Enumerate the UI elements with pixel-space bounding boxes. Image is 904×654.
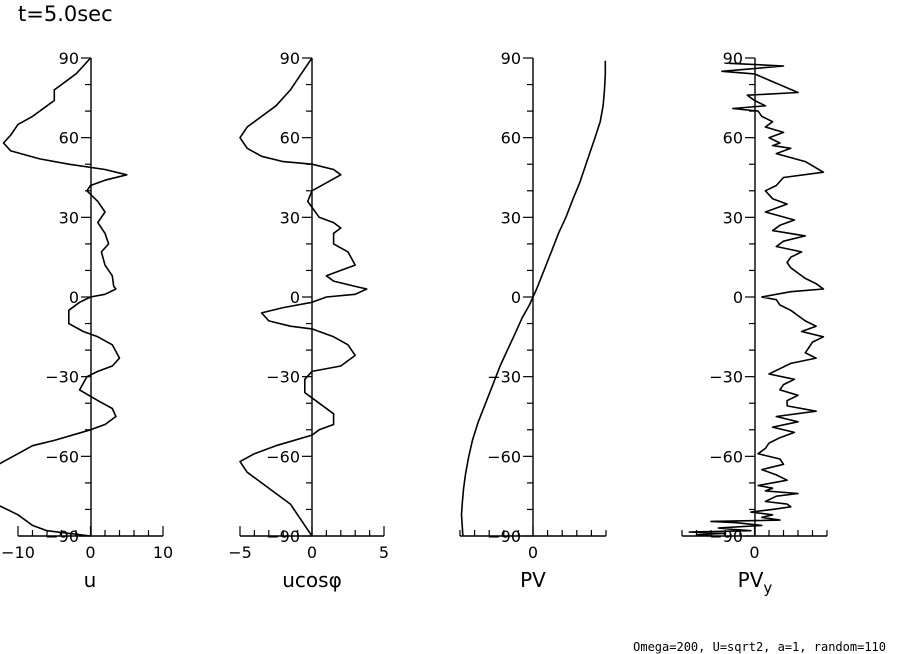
y-tick-label: −30 [487,368,521,387]
y-tick-label: −30 [45,368,79,387]
chart-title: t=5.0sec [18,2,113,26]
panel-u: 90 60 30 0 −30 −60 −90 −10 0 10 u [0,49,173,592]
x-axis-label: PV [520,568,546,592]
x-tick-label: 0 [749,543,759,562]
y-tick-label: −60 [709,447,743,466]
x-tick-label: 0 [528,543,538,562]
x-tick-label: −10 [1,543,35,562]
series-line-pvy [688,62,825,537]
y-tick-label: 30 [501,208,521,227]
y-tick-label: 0 [511,288,521,307]
y-tick-label: 0 [69,288,79,307]
y-tick-label: 60 [59,129,79,148]
panel-ucosphi: 90 60 30 0 −30 −60 −90 −5 0 5 ucosφ [228,49,389,592]
y-tick-label: 90 [723,49,743,68]
y-tick-label: 30 [59,208,79,227]
y-tick-label: −90 [266,527,300,546]
y-tick-label: −60 [266,447,300,466]
y-tick-label: −60 [45,447,79,466]
x-tick-label: 0 [85,543,95,562]
x-tick-label: 10 [153,543,173,562]
y-tick-label: −30 [709,368,743,387]
series-line-ucos [239,57,368,537]
y-tick-label: 60 [723,129,743,148]
y-tick-label: −30 [266,368,300,387]
x-axis-label-subscript: y [763,579,772,597]
panel-pv: 90 60 30 0 −30 −60 −90 0 PV [459,49,607,592]
x-tick-label: −5 [228,543,252,562]
y-tick-label: −60 [487,447,521,466]
x-axis-label: u [84,568,97,592]
y-tick-label: 60 [280,129,300,148]
parameters-footer: Omega=200, U=sqrt2, a=1, random=110 [633,640,886,654]
y-tick-label: 30 [280,208,300,227]
y-tick-label: 90 [280,49,300,68]
y-tick-label: 90 [59,49,79,68]
y-tick-label: 90 [501,49,521,68]
series-line-pv [460,60,607,537]
series-line-u [0,57,128,537]
x-axis-label: ucosφ [282,568,342,592]
x-tick-label: 5 [379,543,389,562]
y-tick-label: −90 [487,527,521,546]
x-tick-label: 0 [307,543,317,562]
y-tick-label: 0 [733,288,743,307]
y-tick-label: 60 [501,129,521,148]
y-tick-label: 0 [290,288,300,307]
x-axis-label: PVy [738,568,773,597]
y-tick-label: −90 [45,527,79,546]
y-tick-label: 30 [723,208,743,227]
